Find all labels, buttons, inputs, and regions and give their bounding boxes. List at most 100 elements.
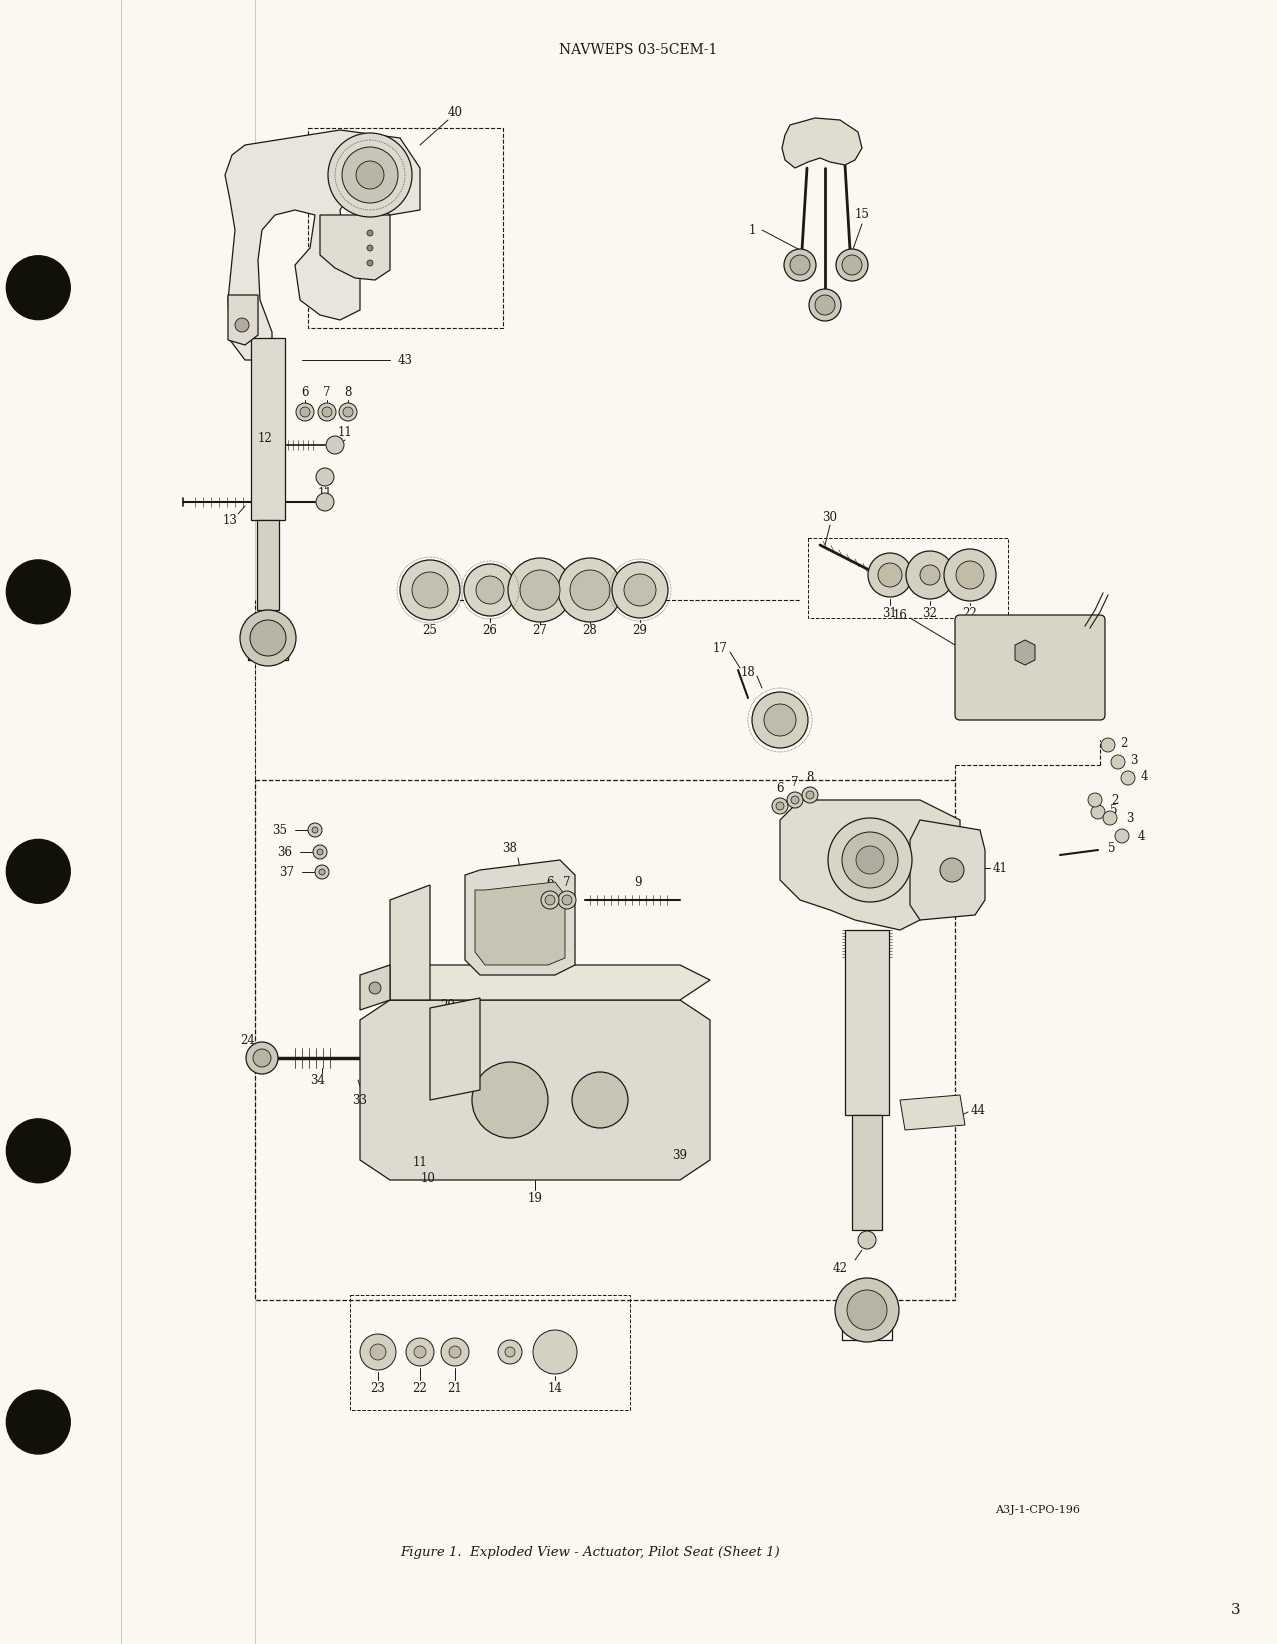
Circle shape: [787, 792, 803, 807]
Text: 4: 4: [1138, 830, 1145, 842]
Polygon shape: [1015, 640, 1034, 666]
Circle shape: [810, 289, 842, 321]
Circle shape: [827, 819, 912, 903]
Circle shape: [835, 1277, 899, 1342]
Text: 22: 22: [963, 607, 977, 620]
Text: 36: 36: [277, 845, 292, 858]
Circle shape: [6, 1391, 70, 1453]
Circle shape: [322, 408, 332, 418]
Circle shape: [1103, 810, 1117, 825]
Circle shape: [6, 840, 70, 903]
Text: A3J-1-CPO-196: A3J-1-CPO-196: [995, 1504, 1080, 1516]
Text: 26: 26: [483, 623, 498, 636]
Circle shape: [313, 845, 327, 860]
Bar: [308, 128, 503, 329]
Circle shape: [414, 1346, 427, 1358]
Circle shape: [406, 1338, 434, 1366]
Circle shape: [319, 870, 326, 875]
Text: 43: 43: [397, 353, 412, 367]
Text: 5: 5: [1108, 842, 1116, 855]
Circle shape: [356, 161, 384, 189]
Polygon shape: [465, 860, 575, 975]
Circle shape: [369, 981, 381, 995]
Text: 38: 38: [503, 842, 517, 855]
Text: Figure 1.  Exploded View - Actuator, Pilot Seat (Sheet 1): Figure 1. Exploded View - Actuator, Pilo…: [400, 1545, 780, 1559]
Circle shape: [919, 566, 940, 585]
Circle shape: [366, 245, 373, 252]
Text: 1: 1: [748, 224, 756, 237]
Polygon shape: [225, 130, 420, 360]
Circle shape: [328, 133, 412, 217]
Polygon shape: [360, 1000, 710, 1180]
Circle shape: [558, 557, 622, 621]
Circle shape: [558, 891, 576, 909]
Text: 35: 35: [272, 824, 287, 837]
Circle shape: [366, 230, 373, 237]
Text: 11: 11: [318, 487, 332, 500]
Circle shape: [773, 797, 788, 814]
Circle shape: [570, 570, 610, 610]
Circle shape: [905, 551, 954, 598]
Text: 20: 20: [441, 998, 456, 1011]
Text: 6: 6: [301, 385, 309, 398]
Circle shape: [1088, 792, 1102, 807]
Polygon shape: [782, 118, 862, 168]
Circle shape: [752, 692, 808, 748]
Text: 42: 42: [833, 1261, 848, 1274]
Circle shape: [253, 1049, 271, 1067]
Circle shape: [360, 1333, 396, 1369]
Text: 5: 5: [1110, 804, 1117, 817]
Bar: [252, 339, 285, 520]
Circle shape: [6, 561, 70, 623]
Circle shape: [498, 1340, 522, 1365]
Text: 8: 8: [345, 385, 351, 398]
Circle shape: [858, 1231, 876, 1249]
Circle shape: [533, 1330, 577, 1374]
Circle shape: [624, 574, 656, 607]
Text: 11: 11: [412, 1156, 428, 1169]
Circle shape: [317, 848, 323, 855]
Circle shape: [235, 317, 249, 332]
Circle shape: [366, 260, 373, 266]
Circle shape: [545, 894, 555, 904]
Circle shape: [308, 824, 322, 837]
Circle shape: [541, 891, 559, 909]
Circle shape: [370, 1345, 386, 1360]
Circle shape: [315, 469, 335, 487]
Bar: [808, 538, 1008, 618]
Polygon shape: [229, 294, 258, 345]
Text: 39: 39: [673, 1149, 687, 1162]
Circle shape: [1091, 806, 1105, 819]
Text: 7: 7: [323, 385, 331, 398]
FancyBboxPatch shape: [955, 615, 1105, 720]
Circle shape: [956, 561, 985, 589]
Circle shape: [612, 562, 668, 618]
Circle shape: [790, 796, 799, 804]
Text: 6: 6: [547, 876, 554, 888]
Text: 24: 24: [240, 1034, 255, 1047]
Bar: [257, 520, 278, 610]
Circle shape: [806, 791, 813, 799]
Text: 6: 6: [776, 781, 784, 794]
Text: 25: 25: [423, 623, 438, 636]
Text: NAVWEPS 03-5CEM-1: NAVWEPS 03-5CEM-1: [559, 43, 718, 58]
Text: 2: 2: [1111, 794, 1119, 807]
Text: 19: 19: [527, 1192, 543, 1205]
Polygon shape: [780, 801, 960, 931]
Text: 2: 2: [1120, 737, 1128, 750]
Bar: [350, 1295, 630, 1411]
Text: 22: 22: [412, 1381, 428, 1394]
Circle shape: [784, 248, 816, 281]
Circle shape: [476, 575, 504, 603]
Text: 8: 8: [557, 945, 563, 958]
Text: 11: 11: [337, 426, 352, 439]
Circle shape: [1121, 771, 1135, 784]
Circle shape: [1115, 829, 1129, 843]
Circle shape: [472, 1062, 548, 1138]
Circle shape: [776, 802, 784, 810]
Circle shape: [520, 570, 561, 610]
Text: 7: 7: [563, 876, 571, 888]
Circle shape: [802, 787, 819, 802]
Circle shape: [400, 561, 460, 620]
Polygon shape: [321, 215, 389, 279]
